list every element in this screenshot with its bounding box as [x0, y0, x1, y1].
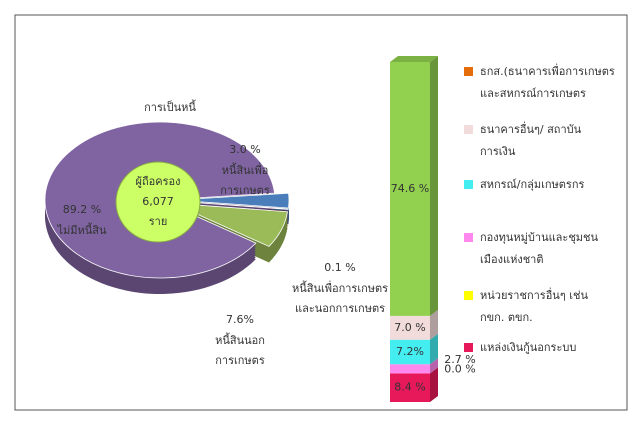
slice-label: ไม่มีหนี้สิน: [56, 222, 107, 237]
bar-value-label: 74.6 %: [391, 182, 429, 195]
bar-value-label: 0.0 %: [444, 362, 475, 375]
pie-title: การเป็นหนี้: [144, 99, 196, 114]
value-label: 89.2 %: [63, 203, 101, 216]
value-label: 7.6%: [226, 313, 254, 326]
legend-label: แหล่งเงินกู้นอกระบบ: [480, 341, 576, 354]
legend-label: เมืองแห่งชาติ: [480, 253, 544, 266]
legend-swatch: [464, 291, 473, 300]
bar-segment: [390, 364, 430, 374]
legend-label: ธกส.(ธนาคารเพื่อการเกษตร: [480, 63, 615, 78]
center-label: 6,077: [142, 195, 174, 208]
center-disc: [115, 161, 201, 243]
bar-value-label: 8.4 %: [394, 381, 425, 394]
legend-label: หน่วยราชการอื่นๆ เช่น: [480, 287, 588, 302]
bar-segment: [390, 62, 430, 316]
bar-side: [430, 309, 438, 340]
legend-swatch: [464, 125, 473, 134]
bar-value-label: 2.7 %: [444, 353, 475, 366]
bar-segment: [390, 373, 430, 402]
slice-label: หนี้สินเพื่อการเกษตร: [292, 280, 388, 295]
bar-top: [390, 56, 438, 62]
pie-slice: [173, 192, 290, 209]
value-label: 0.1 %: [324, 261, 355, 274]
bar-side: [430, 333, 438, 365]
legend-label: ธนาคารอื่นๆ/ สถาบัน: [480, 121, 582, 136]
bar-value-label: 7.2%: [396, 345, 424, 358]
pie-slice: [173, 202, 288, 247]
bar-side: [430, 367, 438, 402]
bar-side: [430, 56, 438, 316]
legend-label: การเงิน: [480, 145, 516, 158]
slice-label: หนี้สินนอก: [215, 332, 265, 347]
legend-label: สหกรณ์/กลุ่มเกษตรกร: [480, 178, 584, 191]
bar-value-label: 7.0 %: [394, 321, 425, 334]
slice-label: การเกษตร: [220, 184, 270, 197]
legend-label: กองทุนหมู่บ้านและชุมชน: [480, 231, 599, 244]
bar-segment: [390, 315, 430, 340]
pie-slice: [173, 200, 289, 210]
legend-swatch: [464, 67, 473, 76]
value-label: 3.0 %: [229, 143, 260, 156]
legend-swatch: [464, 233, 473, 242]
slice-label: หนี้สินเพื่อ: [222, 162, 269, 177]
center-label: ราย: [149, 215, 168, 228]
legend-swatch: [464, 343, 473, 352]
slice-label: และนอกการเกษตร: [295, 302, 385, 315]
center-label: ผู้ถือครอง: [136, 175, 181, 188]
legend-swatch: [464, 180, 473, 189]
legend-label: และสหกรณ์การเกษตร: [480, 87, 586, 100]
legend-label: กขก. ตขก.: [480, 311, 533, 324]
bar-segment: [390, 339, 430, 365]
bar-side: [430, 358, 438, 374]
slice-label: การเกษตร: [215, 354, 265, 367]
